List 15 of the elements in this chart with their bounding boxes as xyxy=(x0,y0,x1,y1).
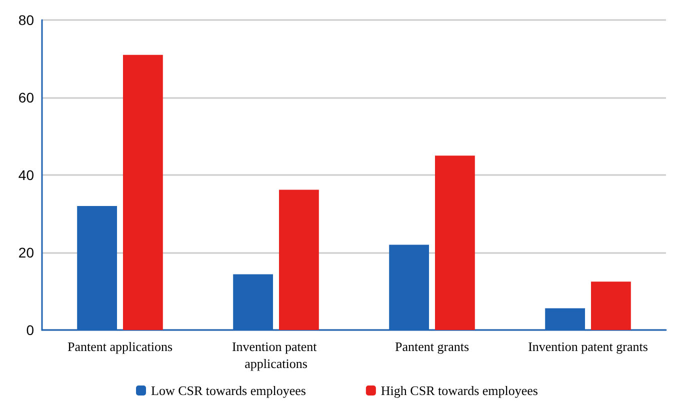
legend-label: Low CSR towards employees xyxy=(151,383,306,398)
legend-label: High CSR towards employees xyxy=(380,383,538,398)
y-tick-label: 0 xyxy=(26,322,34,338)
x-tick-label: Invention patent applications xyxy=(232,339,320,371)
bar xyxy=(434,156,475,330)
bar xyxy=(590,282,631,330)
x-tick-label: Invention patent grants xyxy=(528,339,648,354)
x-tick-label: Pantent applications xyxy=(67,339,173,354)
y-tick-label: 80 xyxy=(18,12,34,28)
y-tick-label: 60 xyxy=(18,90,34,106)
bar xyxy=(122,54,163,330)
y-tick-label: 20 xyxy=(18,244,34,260)
bar xyxy=(278,190,319,330)
x-tick-label: Pantent grants xyxy=(394,339,470,354)
y-tick-label: 40 xyxy=(18,167,34,183)
